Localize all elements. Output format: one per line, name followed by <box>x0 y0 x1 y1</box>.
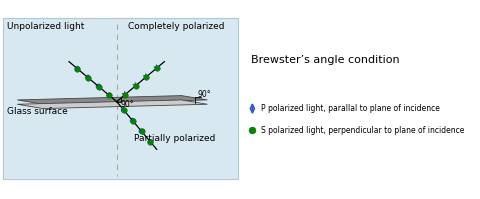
Text: Completely polarized: Completely polarized <box>128 22 225 31</box>
Text: S polarized light, perpendicular to plane of incidence: S polarized light, perpendicular to plan… <box>261 126 465 135</box>
Polygon shape <box>17 96 207 104</box>
Text: 90°: 90° <box>120 100 134 109</box>
FancyBboxPatch shape <box>2 18 238 179</box>
Text: Partially polarized: Partially polarized <box>134 134 216 143</box>
Text: Glass surface: Glass surface <box>7 107 68 116</box>
Polygon shape <box>17 100 207 109</box>
Text: 90°: 90° <box>197 90 211 99</box>
Text: Unpolarized light: Unpolarized light <box>7 22 84 31</box>
Text: P polarized light, parallal to plane of incidence: P polarized light, parallal to plane of … <box>261 104 440 113</box>
Text: Brewster’s angle condition: Brewster’s angle condition <box>251 55 399 65</box>
